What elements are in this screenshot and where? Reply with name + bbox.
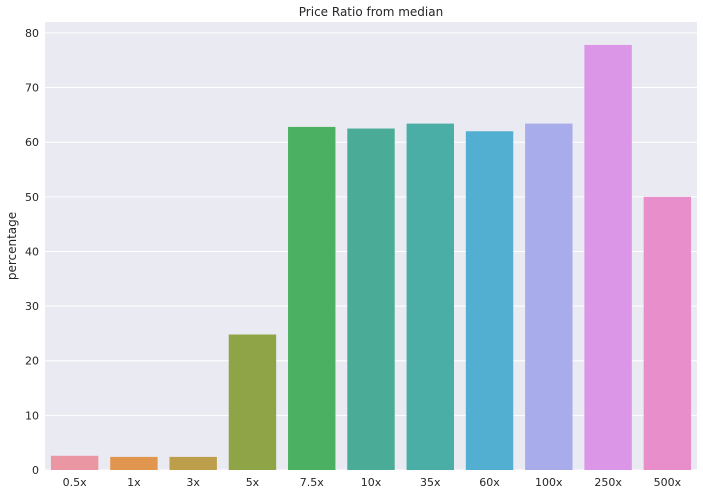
bar-7.5x [288,126,336,471]
bar-0.5x [50,455,99,470]
x-tick-label: 0.5x [63,476,87,489]
x-tick-label: 250x [594,476,622,489]
x-tick-label: 60x [479,476,500,489]
y-tick-label: 80 [25,27,39,40]
y-tick-label: 60 [25,136,39,149]
x-tick-label: 35x [420,476,441,489]
y-tick-label: 30 [25,300,39,313]
y-axis-label: percentage [5,212,19,280]
y-tick-label: 70 [25,82,39,95]
bar-1x [110,456,158,470]
bar-100x [525,123,573,471]
chart-title: Price Ratio from median [299,5,443,19]
bar-10x [347,128,395,470]
bar-500x [643,196,692,470]
x-tick-label: 10x [361,476,382,489]
y-tick-label: 20 [25,355,39,368]
x-axis-ticks: 0.5x 1x 3x 5x 7.5x 10x 35x 60x 100x 250x 500x [63,476,682,489]
y-tick-label: 10 [25,409,39,422]
bar-5x [228,334,277,470]
x-tick-label: 1x [127,476,141,489]
x-tick-label: 3x [186,476,200,489]
bar-3x [169,456,217,470]
x-tick-label: 500x [654,476,682,489]
y-tick-label: 0 [32,464,39,477]
bars [50,44,692,471]
y-tick-label: 50 [25,191,39,204]
x-tick-label: 5x [246,476,260,489]
bar-60x [465,131,514,470]
x-tick-label: 7.5x [300,476,324,489]
y-axis-ticks: 0 10 20 30 40 50 60 70 80 [25,27,39,477]
y-tick-label: 40 [25,245,39,258]
bar-250x [584,44,632,470]
x-tick-label: 100x [535,476,563,489]
bar-35x [406,123,454,471]
